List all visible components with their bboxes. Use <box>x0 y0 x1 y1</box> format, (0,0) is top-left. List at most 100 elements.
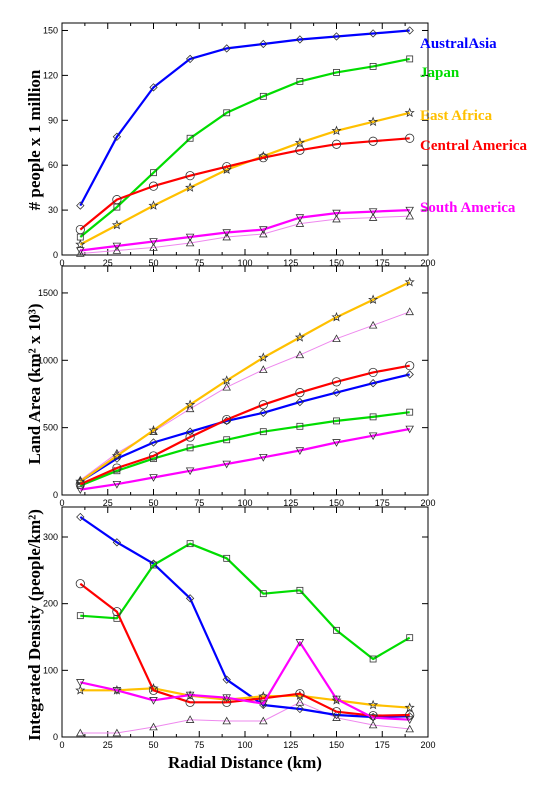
series-japan-population <box>76 55 414 241</box>
y-tick-label-population-2: 60 <box>48 160 58 170</box>
point-central-america-population-6 <box>295 145 305 155</box>
point-east-africa-land-area-8 <box>368 294 379 304</box>
point-secondary-population-0 <box>76 249 85 257</box>
point-east-africa-land-area-7 <box>331 311 342 322</box>
line-central-america-population <box>79 137 410 231</box>
point-secondary-population-9 <box>405 211 414 220</box>
point-east-africa-population-9 <box>404 107 415 118</box>
point-south-america-land-area-6 <box>295 447 305 455</box>
point-south-america-density-9 <box>405 716 414 725</box>
point-south-america-density-8 <box>368 714 378 723</box>
line-australasia-land-area <box>79 373 410 483</box>
legend-australasia: AustralAsia <box>420 36 497 52</box>
point-australasia-land-area-6 <box>295 397 305 407</box>
x-tick-label-population-6: 150 <box>329 258 344 268</box>
point-south-america-population-2 <box>149 238 158 246</box>
point-east-africa-density-9 <box>404 702 415 712</box>
point-japan-population-7 <box>333 68 340 76</box>
x-tick-label-land-area-7: 175 <box>375 498 390 508</box>
point-south-america-density-3 <box>185 691 195 700</box>
point-japan-density-5 <box>259 590 267 598</box>
x-tick-label-population-7: 175 <box>375 258 390 268</box>
line-secondary-land-area <box>80 311 410 481</box>
series-east-africa-population <box>75 107 415 249</box>
point-south-america-density-5 <box>259 700 268 709</box>
point-australasia-population-4 <box>222 44 231 53</box>
point-australasia-density-1 <box>112 538 122 547</box>
point-australasia-population-7 <box>332 32 341 41</box>
point-australasia-population-6 <box>295 35 305 44</box>
x-tick-label-land-area-4: 100 <box>237 498 252 508</box>
point-central-america-density-6 <box>295 689 305 699</box>
point-australasia-population-2 <box>149 83 158 92</box>
point-australasia-population-8 <box>368 29 378 38</box>
series-south-america-land-area <box>76 425 414 495</box>
point-south-america-density-4 <box>222 694 231 703</box>
series-secondary-density <box>76 697 414 737</box>
point-east-africa-population-1 <box>111 219 122 230</box>
x-tick-label-population-1: 25 <box>103 258 113 268</box>
point-east-africa-population-8 <box>368 116 379 127</box>
x-tick-label-density-6: 150 <box>329 740 344 750</box>
x-tick-label-population-2: 50 <box>148 258 158 268</box>
y-tick-label-land-area-1: 500 <box>43 423 58 433</box>
point-australasia-density-6 <box>295 704 305 714</box>
point-japan-density-2 <box>150 561 157 569</box>
point-japan-population-3 <box>186 134 194 142</box>
point-japan-land-area-7 <box>333 417 340 425</box>
point-east-africa-land-area-2 <box>148 425 159 435</box>
panel-density: 0 25 50 75 100 125 150 175 200 0 100 200 300 Integra… <box>25 506 436 750</box>
point-secondary-population-8 <box>368 213 378 221</box>
point-east-africa-population-3 <box>185 182 196 192</box>
panel-land-area: 0 25 50 75 100 125 150 175 200 0 500 1000 1500 Land … <box>25 265 436 508</box>
point-japan-density-9 <box>406 634 414 642</box>
point-australasia-population-3 <box>185 54 195 64</box>
x-tick-label-density-2: 50 <box>148 740 158 750</box>
x-tick-label-land-area-0: 0 <box>59 498 64 508</box>
point-south-america-land-area-5 <box>259 454 268 462</box>
ylabel-density: Integrated Density (people/km²) <box>25 509 44 741</box>
point-japan-density-0 <box>76 612 84 620</box>
y-tick-label-population-0: 0 <box>53 250 58 260</box>
point-south-america-population-4 <box>222 229 231 237</box>
point-japan-land-area-3 <box>186 444 194 452</box>
point-south-america-population-6 <box>295 214 305 223</box>
x-axis-label: Radial Distance (km) <box>168 753 322 772</box>
point-central-america-land-area-8 <box>368 367 378 378</box>
point-secondary-land-area-6 <box>295 350 305 359</box>
point-south-america-population-1 <box>112 242 122 251</box>
point-secondary-density-9 <box>405 724 414 733</box>
y-tick-label-land-area-0: 0 <box>53 490 58 500</box>
point-secondary-land-area-4 <box>222 382 231 391</box>
point-japan-land-area-4 <box>223 436 231 444</box>
point-central-america-population-4 <box>222 162 232 172</box>
point-secondary-population-5 <box>259 229 268 238</box>
point-secondary-density-4 <box>222 716 231 725</box>
point-south-america-land-area-4 <box>222 460 231 469</box>
y-tick-label-density-2: 200 <box>43 599 58 609</box>
point-japan-population-4 <box>223 109 231 117</box>
point-secondary-land-area-5 <box>259 365 268 374</box>
series-australasia-population <box>76 26 414 210</box>
point-central-america-population-7 <box>331 139 342 149</box>
point-japan-density-6 <box>296 586 304 594</box>
x-tick-label-density-1: 25 <box>103 740 113 750</box>
line-central-america-land-area <box>79 364 410 486</box>
point-east-africa-land-area-3 <box>185 399 196 410</box>
point-japan-land-area-6 <box>296 422 304 430</box>
line-east-africa-density <box>80 687 410 709</box>
point-central-america-density-7 <box>331 707 342 717</box>
series-east-africa-density <box>75 683 415 712</box>
line-south-america-land-area <box>80 427 410 491</box>
point-japan-density-3 <box>186 540 194 548</box>
point-central-america-land-area-7 <box>331 377 342 387</box>
point-secondary-population-2 <box>149 243 158 251</box>
panel-population: 0 25 50 75 100 125 150 175 200 0 30 60 90 120 150 # pe… <box>25 22 436 268</box>
x-tick-label-population-0: 0 <box>59 258 64 268</box>
x-tick-label-density-5: 125 <box>283 740 298 750</box>
point-secondary-population-7 <box>332 214 341 223</box>
x-tick-label-density-3: 75 <box>194 740 204 750</box>
point-secondary-population-6 <box>295 219 305 227</box>
point-south-america-density-0 <box>76 679 85 687</box>
ticks-population: 0 25 50 75 100 125 150 175 200 0 30 60 90 120 150 <box>43 23 436 268</box>
